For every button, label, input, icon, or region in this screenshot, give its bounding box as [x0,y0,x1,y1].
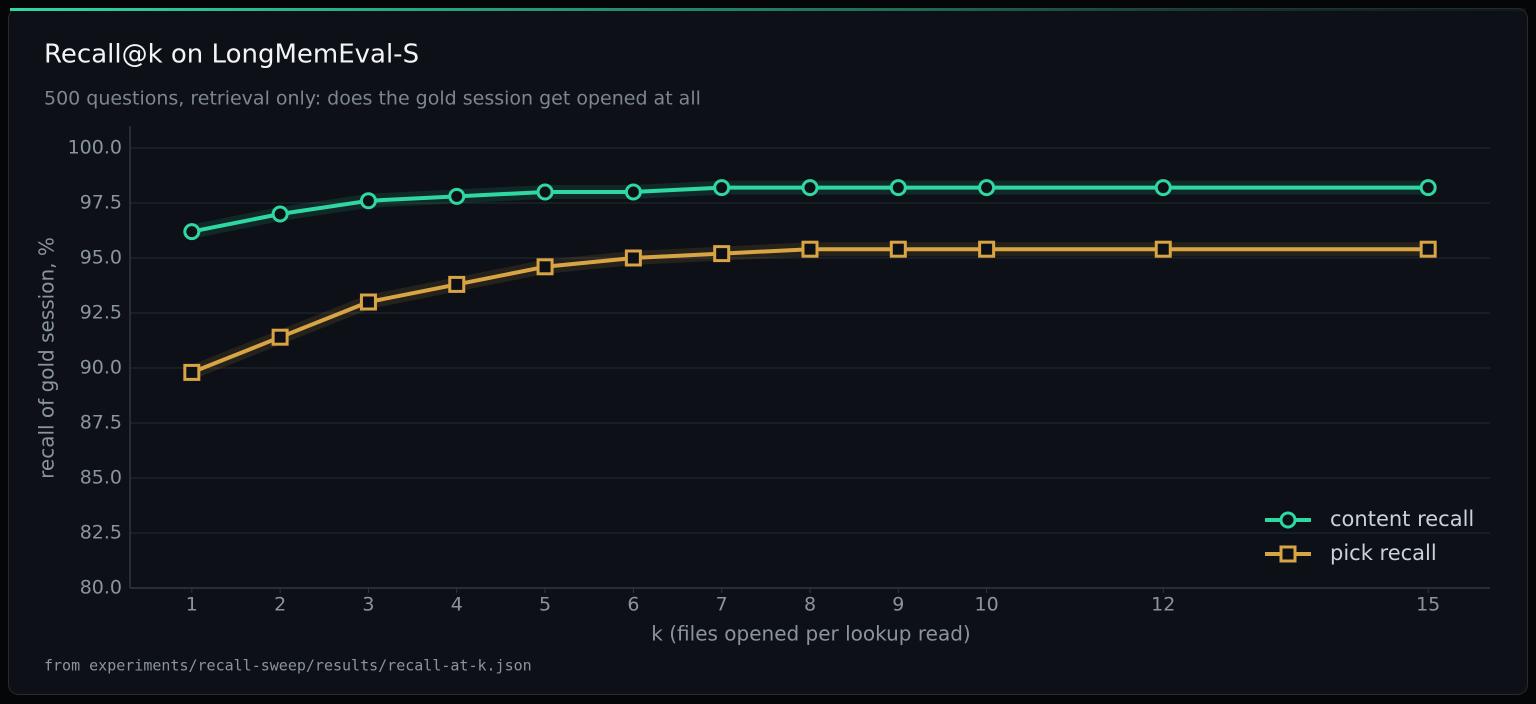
marker [624,249,642,267]
marker [713,179,731,197]
marker [271,205,289,223]
legend-marker [1279,545,1297,563]
x-tick-label: 10 [975,594,999,616]
marker [713,245,731,263]
chart-title: Recall@k on LongMemEval-S [44,40,419,70]
x-tick-label: 8 [804,594,816,616]
marker [889,240,907,258]
marker [1419,240,1437,258]
marker [624,183,642,201]
y-tick-label: 97.5 [80,192,122,214]
marker [359,192,377,210]
x-tick-label: 12 [1151,594,1175,616]
marker [536,258,554,276]
x-tick-label: 9 [892,594,904,616]
y-tick-label: 100.0 [68,137,122,159]
legend-marker [1279,511,1297,529]
x-tick-label: 4 [451,594,463,616]
legend-label: content recall [1330,507,1474,531]
marker [1154,179,1172,197]
marker [889,179,907,197]
x-tick-label: 1 [186,594,198,616]
series-line [191,185,1429,234]
x-axis-label: k (files opened per lookup read) [651,622,970,646]
x-tick-label: 5 [539,594,551,616]
y-tick-label: 87.5 [80,412,122,434]
marker [1154,240,1172,258]
footnote: from experiments/recall-sweep/results/re… [44,657,532,675]
marker [183,363,201,381]
marker [271,328,289,346]
marker [1419,179,1437,197]
marker [448,275,466,293]
marker [359,293,377,311]
y-tick-label: 95.0 [80,247,122,269]
y-tick-label: 90.0 [80,357,122,379]
x-tick-label: 15 [1416,594,1440,616]
marker [183,223,201,241]
marker [801,240,819,258]
y-axis-label: recall of gold session, % [35,237,59,479]
y-tick-label: 85.0 [80,467,122,489]
marker [978,179,996,197]
chart-subtitle: 500 questions, retrieval only: does the … [44,88,701,110]
card-accent [10,8,1526,11]
y-tick-label: 82.5 [80,522,122,544]
marker [801,179,819,197]
y-tick-label: 92.5 [80,302,122,324]
x-tick-label: 6 [627,594,639,616]
x-tick-label: 7 [716,594,728,616]
legend-label: pick recall [1330,541,1437,565]
marker [536,183,554,201]
series-line [191,247,1429,375]
marker [978,240,996,258]
x-tick-label: 3 [362,594,374,616]
x-tick-label: 2 [274,594,286,616]
marker [448,187,466,205]
y-tick-label: 80.0 [80,577,122,599]
